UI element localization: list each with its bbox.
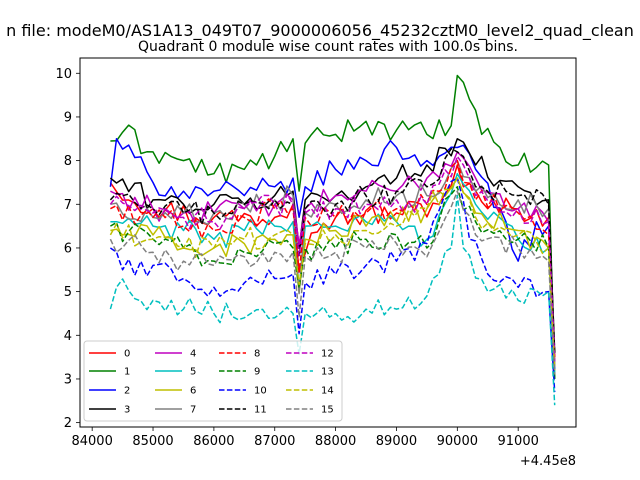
series-line-10 <box>109 177 556 393</box>
legend-label-10: 10 <box>254 386 267 397</box>
legend-label-6: 6 <box>190 386 196 397</box>
legend-frame <box>83 340 343 422</box>
legend-label-5: 5 <box>190 367 196 378</box>
legend-label-1: 1 <box>124 367 130 378</box>
series-line-14 <box>109 177 556 371</box>
legend-label-15: 15 <box>321 405 334 416</box>
legend-label-4: 4 <box>190 349 196 360</box>
y-axis: 2 3 4 5 6 7 8 9 10 <box>55 67 80 431</box>
series-line-0 <box>109 164 556 358</box>
legend-label-3: 3 <box>124 405 130 416</box>
y-tick-label: 2 <box>64 416 72 431</box>
y-tick-label: 10 <box>55 67 72 82</box>
figure-suptitle: n file: modeM0/AS1A13_049T07_9000006056_… <box>6 21 634 41</box>
x-tick-label: 88000 <box>315 434 356 449</box>
legend-label-11: 11 <box>254 405 267 416</box>
x-axis: 84000 85000 86000 87000 88000 89000 90000 91000 <box>71 427 539 449</box>
series-line-8 <box>110 159 556 358</box>
x-tick-label: 87000 <box>254 434 295 449</box>
legend-label-8: 8 <box>254 349 260 360</box>
x-tick-label: 85000 <box>132 434 173 449</box>
legend-label-0: 0 <box>124 349 130 360</box>
plot-frame <box>79 57 577 428</box>
y-tick-label: 9 <box>64 110 72 125</box>
legend-label-13: 13 <box>321 367 334 378</box>
legend-label-12: 12 <box>321 349 334 360</box>
legend-label-7: 7 <box>190 405 196 416</box>
x-tick-label: 90000 <box>437 434 478 449</box>
series-line-12 <box>109 155 556 362</box>
series-line-6 <box>110 177 556 366</box>
series-line-15 <box>109 190 556 375</box>
legend-label-2: 2 <box>124 386 130 397</box>
legend-label-14: 14 <box>321 386 334 397</box>
series-line-2 <box>109 138 556 371</box>
series-line-11 <box>109 147 556 353</box>
y-tick-label: 7 <box>64 198 72 213</box>
series-line-5 <box>110 172 556 375</box>
x-tick-label: 84000 <box>71 434 112 449</box>
y-tick-label: 4 <box>64 329 72 344</box>
series-line-1 <box>110 74 556 380</box>
series-line-13 <box>109 194 556 406</box>
x-tick-label: 86000 <box>193 434 234 449</box>
x-tick-label: 91000 <box>498 434 539 449</box>
y-tick-label: 3 <box>64 372 72 387</box>
legend-label-9: 9 <box>254 367 260 378</box>
y-tick-label: 8 <box>64 154 72 169</box>
series-line-9 <box>110 186 556 380</box>
x-offset-label: +4.45e8 <box>520 454 576 469</box>
chart-title: Quadrant 0 module wise count rates with … <box>138 39 518 55</box>
series-layer <box>109 74 556 406</box>
y-tick-label: 6 <box>64 241 72 256</box>
x-tick-label: 89000 <box>376 434 417 449</box>
y-tick-label: 5 <box>64 285 72 300</box>
